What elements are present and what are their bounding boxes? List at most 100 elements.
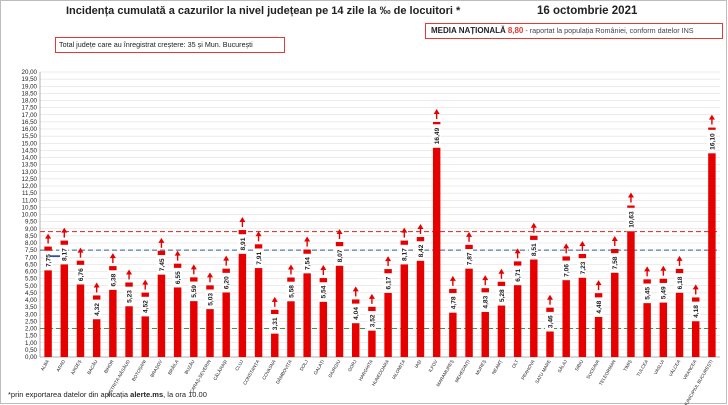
trend-arrow-head: [368, 293, 375, 299]
category-label-group: SUCEAVA: [585, 358, 600, 380]
value-label-group: 5,23: [124, 286, 133, 307]
category-label: ARAD: [55, 358, 66, 372]
category-label: MEHEDINȚI: [454, 359, 471, 383]
value-label-group: 5,45: [642, 283, 652, 304]
value-label-bg: [334, 246, 344, 266]
y-tick-label: 17,50: [22, 105, 38, 112]
category-label-group: IAȘI: [414, 359, 423, 369]
category-label: HUNEDOARA: [371, 358, 390, 387]
trend-arrow-head: [530, 222, 537, 228]
value-label-bg: [75, 264, 85, 285]
value-label-group: 7,87: [464, 249, 473, 269]
trend-arrow-head: [223, 255, 230, 261]
bar: [319, 278, 328, 357]
bar: [206, 285, 214, 357]
value-label: 7,54: [305, 257, 312, 270]
value-label: 6,55: [175, 271, 182, 284]
bar: [449, 288, 457, 357]
value-label: 5,54: [321, 285, 328, 298]
bar: [691, 297, 700, 357]
value-label-group: 3,52: [366, 311, 376, 331]
value-label: 5,28: [499, 289, 506, 302]
value-label: 6,71: [515, 269, 522, 282]
trend-arrow-head: [287, 264, 294, 270]
value-label-bg: [447, 293, 457, 313]
category-label: OLT: [511, 359, 520, 369]
category-label-group: DÂMBOVIȚA: [274, 358, 293, 385]
value-label-bg: [431, 124, 441, 148]
category-label-group: SIBIU: [574, 359, 584, 372]
bar: [44, 246, 52, 357]
trend-arrow-head: [676, 255, 683, 261]
value-label-bg: [269, 314, 279, 334]
y-tick-label: 15,50: [22, 133, 38, 140]
value-label: 3,52: [369, 314, 376, 327]
category-label-group: BOTOȘANI: [131, 359, 147, 382]
bar: [287, 277, 295, 357]
y-tick-label: 5,00: [25, 283, 38, 290]
trend-arrow-head: [77, 247, 84, 253]
trend-arrow-head: [627, 192, 634, 198]
category-label-group: COVASNA: [261, 358, 277, 380]
y-tick-label: 9,50: [25, 219, 38, 226]
value-label: 4,18: [693, 305, 700, 318]
footnote-suffix: , la ora 10.00: [163, 390, 207, 399]
trend-arrow-head: [611, 235, 618, 241]
y-tick-label: 18,00: [22, 98, 38, 105]
category-label: GIURGIU: [327, 359, 341, 379]
category-label-group: ARAD: [55, 358, 66, 372]
y-tick-label: 1,00: [25, 340, 38, 347]
value-label-bg: [561, 260, 571, 281]
trend-arrow-head: [126, 269, 133, 275]
bar: [562, 256, 570, 357]
category-label-group: MARAMUREȘ: [435, 359, 454, 387]
national-average-note: - raportat la populația României, confor…: [525, 26, 694, 35]
value-label-bg: [642, 283, 652, 304]
y-tick-label: 10,00: [22, 212, 38, 219]
category-label: PRAHOVA: [520, 358, 536, 380]
bar: [513, 261, 522, 357]
value-label: 8,17: [402, 248, 409, 261]
value-label: 16,49: [434, 127, 441, 144]
y-tick-label: 7,00: [25, 254, 38, 261]
value-label-group: 8,17: [59, 244, 69, 265]
bar: [92, 295, 101, 357]
trend-arrow-head: [514, 248, 521, 254]
category-label: IALOMIȚA: [391, 358, 407, 380]
category-label-group: CLUJ: [234, 359, 244, 371]
bar: [546, 307, 554, 357]
bar: [384, 269, 392, 357]
value-label-group: 6,38: [107, 270, 117, 290]
trend-arrow-head: [644, 266, 651, 272]
value-label-group: 4,78: [447, 293, 457, 313]
trend-arrow-head: [93, 282, 100, 288]
y-tick-label: 4,00: [25, 297, 38, 304]
category-label: BRAȘOV: [149, 358, 163, 378]
trend-arrow-head: [482, 275, 489, 281]
bar: [530, 235, 538, 357]
trend-arrow-head: [595, 280, 602, 286]
category-label-group: TIMIȘ: [622, 359, 632, 372]
value-label-group: 5,59: [188, 281, 198, 302]
category-label: MUNICIPIUL BUCUREȘTI: [682, 359, 713, 405]
value-label-group: 8,91: [237, 234, 247, 254]
y-tick-label: 4,50: [25, 290, 38, 297]
y-tick-label: 19,50: [22, 76, 38, 83]
value-label-bg: [205, 289, 214, 310]
trend-arrow-head: [271, 296, 278, 302]
value-label: 7,75: [45, 254, 52, 267]
category-label-group: ARGEȘ: [70, 359, 82, 375]
trend-arrow-head: [498, 268, 505, 274]
category-label: ALBA: [40, 358, 51, 371]
trend-arrow-head: [417, 224, 424, 230]
value-label-group: 7,91: [253, 248, 263, 269]
y-tick-label: 16,00: [22, 126, 38, 133]
y-tick-label: 19,00: [22, 83, 38, 90]
trend-arrow-head: [563, 243, 570, 249]
trend-arrow-head: [239, 217, 246, 223]
value-label: 6,18: [677, 276, 684, 289]
trend-arrow-head: [692, 284, 699, 290]
value-label-group: 6,20: [221, 272, 231, 293]
y-tick-label: 3,00: [25, 311, 38, 318]
value-label-group: 7,75: [43, 250, 52, 271]
